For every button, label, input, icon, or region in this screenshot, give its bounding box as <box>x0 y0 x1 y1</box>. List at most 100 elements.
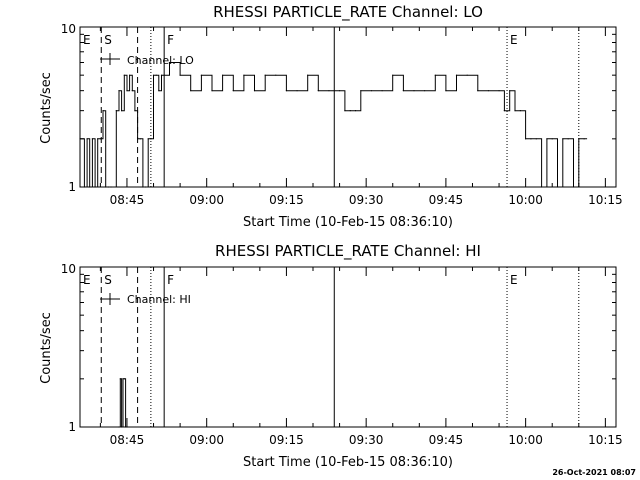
hi-event-marker-label: F <box>167 273 174 287</box>
hi-x-tick-label: 09:45 <box>429 433 464 447</box>
lo-data-point <box>392 74 394 76</box>
lo-data-point <box>445 90 447 92</box>
lo-data-point <box>179 74 181 76</box>
lo-data-point <box>136 138 139 140</box>
lo-data-point <box>89 186 91 188</box>
hi-x-tick-label: 09:30 <box>349 433 384 447</box>
lo-data-point <box>144 186 147 188</box>
lo-data-point <box>503 110 505 112</box>
hi-data-point <box>126 426 128 428</box>
lo-event-marker-label: S <box>104 33 112 47</box>
lo-data-point <box>413 90 415 92</box>
lo-data-point <box>155 74 157 76</box>
lo-data-point <box>105 186 107 188</box>
lo-data-point <box>434 74 436 76</box>
lo-data-point <box>131 90 133 92</box>
lo-data-point <box>99 138 101 140</box>
lo-data-point <box>562 138 564 140</box>
lo-data-point <box>509 90 511 92</box>
lo-data-point <box>424 90 426 92</box>
lo-data-point <box>222 74 224 76</box>
lo-data-point <box>285 90 288 92</box>
lo-data-point <box>296 90 298 92</box>
hi-plot-frame <box>79 266 617 428</box>
lo-data-point <box>232 90 234 92</box>
lo-data-point <box>190 90 192 92</box>
lo-data-point <box>121 110 123 112</box>
lo-data-point <box>402 90 404 92</box>
hi-event-marker-label: E <box>510 273 518 287</box>
lo-data-point <box>152 74 155 76</box>
lo-data-point <box>344 110 346 112</box>
lo-data-point <box>126 90 128 92</box>
lo-x-tick-label: 10:00 <box>508 193 543 207</box>
lo-data-point <box>354 110 357 112</box>
hi-x-tick-label: 09:15 <box>269 433 304 447</box>
lo-data-point <box>275 74 277 76</box>
lo-data-point <box>91 138 94 140</box>
hi-data-point <box>121 426 123 428</box>
lo-data-point <box>525 138 527 140</box>
hi-x-tick-label: 09:00 <box>189 433 224 447</box>
lo-data-point <box>477 90 479 92</box>
hi-event-marker-label: S <box>104 273 112 287</box>
lo-series-line <box>80 62 588 188</box>
lo-plot-frame <box>79 26 617 188</box>
lo-data-point <box>139 138 141 140</box>
hi-channel-panel: RHESSI PARTICLE_RATE Channel: HI Counts/… <box>39 242 623 470</box>
lo-data-point <box>123 74 125 76</box>
lo-data-point <box>514 110 516 112</box>
lo-data-point <box>97 138 99 140</box>
lo-data-point <box>243 74 245 76</box>
hi-chart-title: RHESSI PARTICLE_RATE Channel: HI <box>215 242 481 261</box>
lo-data-point <box>129 74 131 76</box>
lo-data-point <box>338 90 341 92</box>
lo-data-point <box>160 74 163 76</box>
lo-y-tick-label: 1 <box>68 180 76 194</box>
lo-data-point <box>370 90 373 92</box>
lo-x-tick-label: 09:30 <box>349 193 384 207</box>
hi-y-tick-label: 10 <box>61 262 76 276</box>
lo-y-tick-label: 10 <box>61 22 76 36</box>
footer-timestamp: 26-Oct-2021 08:07 <box>552 468 636 477</box>
lo-data-point <box>381 90 383 92</box>
hi-y-tick-label: 1 <box>68 420 76 434</box>
lo-x-tick-label: 09:00 <box>189 193 224 207</box>
lo-data-point <box>102 110 104 112</box>
lo-data-point <box>253 90 256 92</box>
lo-data-point <box>118 90 120 92</box>
lo-data-point <box>349 110 351 112</box>
lo-x-tick-label: 10:15 <box>588 193 623 207</box>
lo-x-tick-label: 09:45 <box>429 193 464 207</box>
lo-data-point <box>115 110 117 112</box>
lo-data-point <box>147 138 149 140</box>
lo-data-point <box>578 138 580 140</box>
hi-event-marker-label: E <box>83 273 91 287</box>
hi-data-point <box>125 426 127 428</box>
lo-data-point <box>142 186 144 188</box>
lo-data-point <box>583 138 585 140</box>
lo-data-point <box>556 186 559 188</box>
lo-event-marker-label: F <box>167 33 174 47</box>
hi-x-tick-label: 10:15 <box>588 433 623 447</box>
lo-data-point <box>264 74 266 76</box>
lo-event-marker-label: E <box>83 33 91 47</box>
hi-x-tick-label: 08:45 <box>110 433 145 447</box>
lo-x-tick-label: 09:15 <box>269 193 304 207</box>
lo-data-point <box>572 186 575 188</box>
lo-data-point <box>110 186 112 188</box>
lo-data-point <box>360 90 362 92</box>
lo-data-point <box>317 90 319 92</box>
lo-data-point <box>79 138 81 140</box>
lo-data-point <box>107 186 109 188</box>
hi-x-tick-label: 10:00 <box>508 433 543 447</box>
hi-data-point <box>118 426 120 428</box>
lo-data-point <box>200 74 202 76</box>
hi-y-axis-label: Counts/sec <box>39 312 54 384</box>
lo-data-point <box>86 138 88 140</box>
lo-data-point <box>551 138 553 140</box>
lo-data-point <box>546 138 548 140</box>
lo-data-point <box>134 110 136 112</box>
